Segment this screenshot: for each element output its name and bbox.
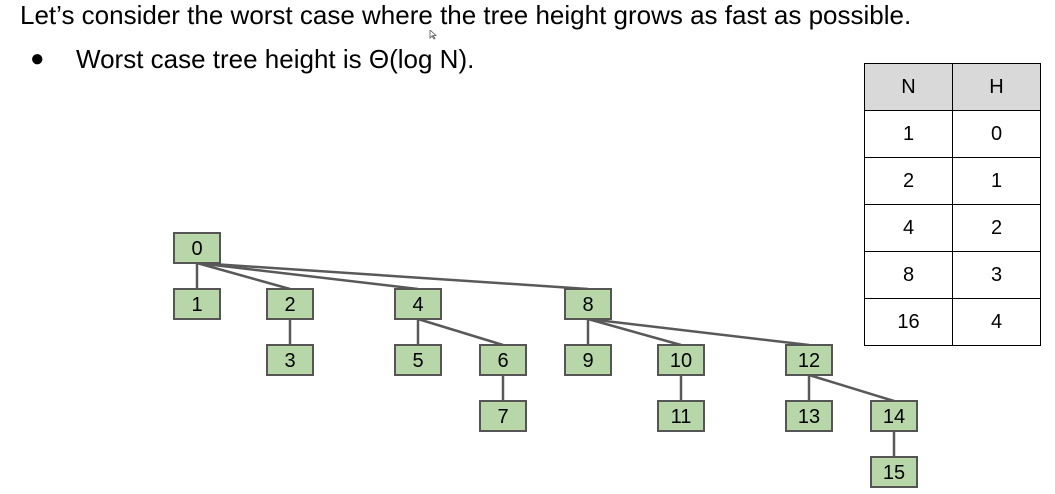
tree-node-box <box>266 288 314 320</box>
table-row: 1 0 <box>864 110 1041 158</box>
tree-node-label: 11 <box>671 406 692 428</box>
tree-node-4: 4 <box>394 288 442 320</box>
tree-node-6: 6 <box>479 344 527 376</box>
cell-h: 1 <box>952 157 1041 205</box>
cell-n: 2 <box>864 157 953 205</box>
tree-node-7: 7 <box>479 400 527 432</box>
tree-edge-8-12 <box>587 317 810 347</box>
n-h-table: N H 1 0 2 1 4 2 8 3 16 4 <box>864 63 1041 346</box>
column-header-h: H <box>952 63 1041 111</box>
tree-node-label: 10 <box>670 350 692 372</box>
cell-h: 0 <box>952 110 1041 158</box>
tree-node-label: 9 <box>582 350 593 372</box>
tree-node-10: 10 <box>657 344 705 376</box>
tree-node-2: 2 <box>266 288 314 320</box>
table-header-row: N H <box>864 63 1041 111</box>
tree-node-11: 11 <box>657 400 705 432</box>
tree-node-box <box>564 288 612 320</box>
tree-node-box <box>173 232 221 264</box>
cell-h: 4 <box>952 298 1041 346</box>
cell-h: 3 <box>952 251 1041 299</box>
tree-node-box <box>870 400 918 432</box>
bullet-marker: ● <box>30 45 45 72</box>
tree-node-label: 1 <box>191 294 202 316</box>
slide-heading: Let’s consider the worst case where the … <box>20 0 912 30</box>
tree-edge-12-14 <box>808 373 895 403</box>
tree-node-box <box>479 344 527 376</box>
tree-edge-4-6 <box>417 317 504 347</box>
tree-node-12: 12 <box>785 344 833 376</box>
tree-node-box <box>479 400 527 432</box>
tree-node-box <box>657 344 705 376</box>
tree-node-9: 9 <box>564 344 612 376</box>
tree-node-label: 7 <box>497 406 508 428</box>
tree-node-label: 13 <box>798 406 820 428</box>
bullet-text: Worst case tree height is Θ(log N). <box>76 44 475 74</box>
tree-node-8: 8 <box>564 288 612 320</box>
tree-node-label: 2 <box>284 294 295 316</box>
tree-node-14: 14 <box>870 400 918 432</box>
tree-node-box <box>394 344 442 376</box>
tree-node-label: 0 <box>191 238 202 260</box>
tree-node-box <box>266 344 314 376</box>
tree-edge-0-2 <box>196 261 291 291</box>
tree-node-label: 6 <box>497 350 508 372</box>
tree-node-label: 4 <box>412 294 423 316</box>
tree-edge-0-4 <box>196 261 419 291</box>
tree-node-box <box>870 456 918 488</box>
tree-node-label: 8 <box>582 294 593 316</box>
tree-edge-0-8 <box>196 261 589 291</box>
tree-node-box <box>785 344 833 376</box>
tree-node-label: 5 <box>412 350 423 372</box>
mouse-pointer-icon <box>429 30 437 40</box>
tree-node-box <box>394 288 442 320</box>
tree-node-box <box>564 344 612 376</box>
tree-node-1: 1 <box>173 288 221 320</box>
table-row: 2 1 <box>864 157 1041 205</box>
tree-node-label: 12 <box>798 350 820 372</box>
tree-node-0: 0 <box>173 232 221 264</box>
tree-node-5: 5 <box>394 344 442 376</box>
cell-n: 16 <box>864 298 953 346</box>
tree-node-box <box>657 400 705 432</box>
tree-node-15: 15 <box>870 456 918 488</box>
tree-node-13: 13 <box>785 400 833 432</box>
table-row: 16 4 <box>864 298 1041 346</box>
tree-node-label: 3 <box>284 350 295 372</box>
tree-node-3: 3 <box>266 344 314 376</box>
cell-h: 2 <box>952 204 1041 252</box>
tree-node-label: 15 <box>883 462 905 484</box>
tree-node-label: 14 <box>883 406 905 428</box>
cell-n: 1 <box>864 110 953 158</box>
tree-node-box <box>785 400 833 432</box>
column-header-n: N <box>864 63 953 111</box>
tree-edge-8-10 <box>587 317 682 347</box>
table-row: 8 3 <box>864 251 1041 299</box>
tree-node-box <box>173 288 221 320</box>
